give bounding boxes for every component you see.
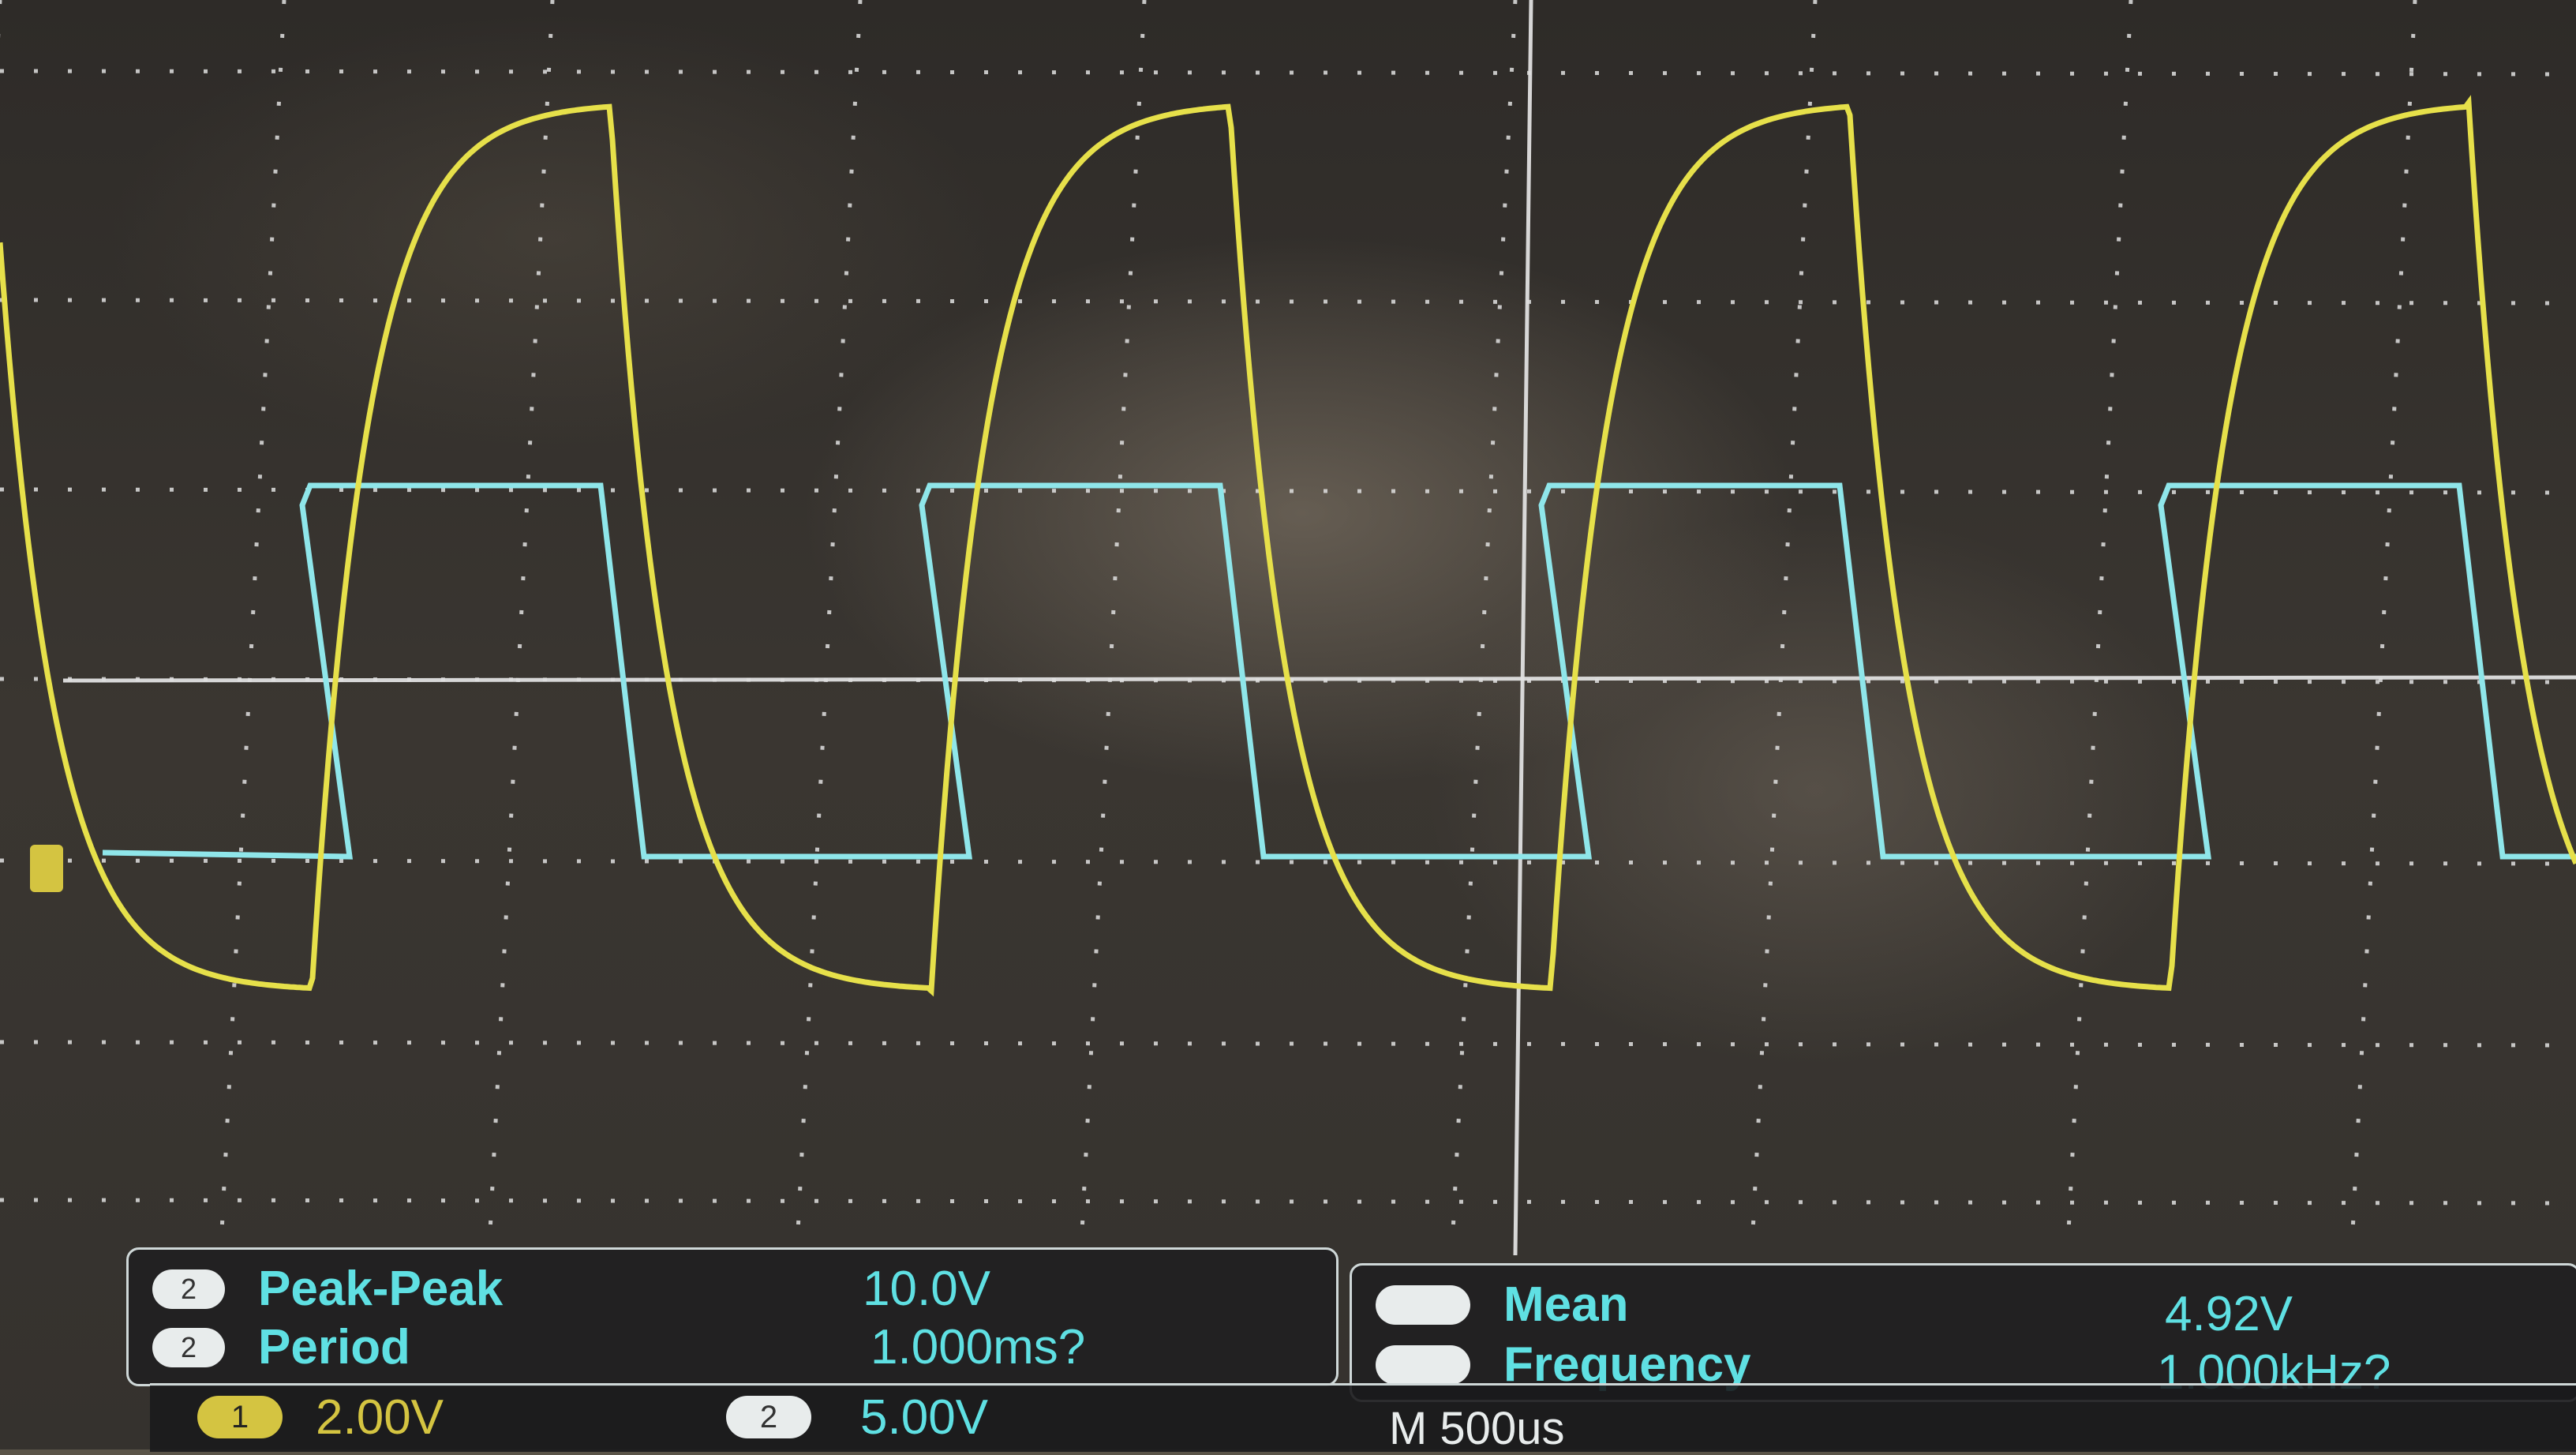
traces	[0, 95, 2576, 997]
measurement-peak-peak: 2 Peak-Peak	[152, 1261, 503, 1317]
measurement-panel-left: 2 Peak-Peak 10.0V 2 Period 1.000ms?	[126, 1247, 1339, 1386]
ch2-badge[interactable]: 2	[726, 1396, 811, 1438]
measurement-period: 2 Period	[152, 1319, 410, 1375]
measurement-label: Peak-Peak	[258, 1262, 504, 1316]
grid-line-vertical	[2065, 0, 2133, 1248]
measurement-label: Period	[258, 1320, 410, 1374]
center-axis-vertical	[1513, 0, 1533, 1256]
measurement-value: 4.92V	[2165, 1287, 2293, 1341]
measurement-label: Mean	[1503, 1277, 1629, 1332]
grid-line-horizontal	[0, 487, 2576, 495]
measurement-panel-right: Mean 4.92V Frequency 1.000kHz?	[1350, 1263, 2576, 1402]
grid-line-vertical	[1750, 0, 1818, 1248]
channel-badge: 2	[152, 1327, 225, 1367]
ch1-badge[interactable]: 1	[197, 1396, 283, 1438]
measurement-mean: Mean	[1376, 1277, 1628, 1333]
grid-line-vertical	[1450, 0, 1518, 1248]
center-axis-horizontal	[62, 675, 2576, 683]
ch2-trace	[102, 482, 2576, 860]
channel-badge	[1376, 1284, 1470, 1325]
grid-line-horizontal	[0, 69, 2576, 77]
grid-line-vertical	[795, 0, 863, 1248]
grid-line-horizontal	[0, 858, 2576, 866]
channel-badge	[1376, 1344, 1470, 1385]
measurement-value: 10.0V	[863, 1262, 991, 1316]
channel-badge: 2	[152, 1269, 225, 1309]
ch1-scale: 2.00V	[316, 1390, 444, 1445]
ch1-ground-marker	[30, 845, 63, 892]
ch2-scale: 5.00V	[860, 1390, 989, 1445]
grid-line-vertical	[487, 0, 555, 1248]
grid-line-vertical	[2349, 0, 2417, 1248]
ch1-trace	[0, 95, 2576, 997]
status-bar	[150, 1383, 2576, 1452]
grid-line-horizontal	[0, 298, 2576, 306]
timebase-readout: M 500us	[1389, 1403, 1565, 1454]
measurement-frequency: Frequency	[1376, 1337, 1751, 1393]
grid-line-horizontal	[0, 1198, 2576, 1206]
grid-line-horizontal	[0, 1040, 2576, 1048]
measurement-value: 1.000ms?	[871, 1320, 1086, 1374]
grid-line-vertical	[1079, 0, 1147, 1248]
grid-line-vertical	[219, 0, 286, 1248]
graticule-grid	[0, 0, 2576, 1256]
measurement-label: Frequency	[1503, 1337, 1751, 1392]
